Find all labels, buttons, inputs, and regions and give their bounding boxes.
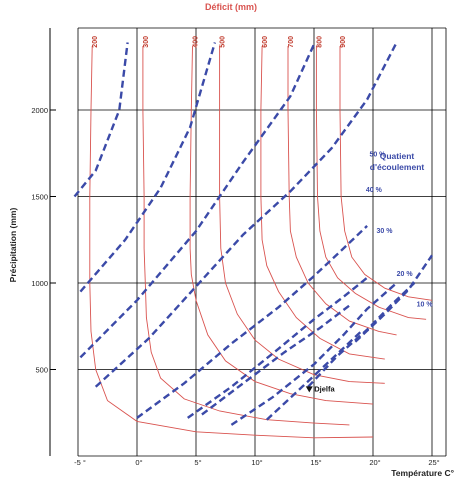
deficit-label-600: 600 [262,36,269,48]
deficit-label-700: 700 [288,36,295,48]
x-tick-label: -5 ° [74,458,86,467]
runoff-label: 50 % [369,152,386,159]
y-tick-label: 1000 [31,279,48,288]
runoff-label: 40 % [366,187,383,194]
runoff-line-4 [136,225,368,419]
runoff-label: 30 % [377,228,394,235]
runoff-line-2 [79,43,316,359]
runoff-quotient-label: Quatient d'écoulement [369,151,425,172]
runoff-line-10 [354,254,433,343]
axes [49,28,56,456]
station-label: Djelfa [314,384,335,393]
y-tick-label: 1500 [31,193,48,202]
deficit-line-900 [339,46,433,301]
deficit-label-300: 300 [143,36,150,48]
runoff-line-0 [73,42,129,198]
deficit-label-800: 800 [316,36,323,48]
deficit-label-900: 900 [340,36,347,48]
runoff-line-1 [79,42,217,293]
runoff-line-7 [230,282,398,426]
x-tick-label: 0° [135,458,142,467]
runoff-line-5 [187,276,368,419]
runoff-lines [73,41,433,426]
deficit-line-500 [219,46,385,384]
x-axis-label: Température C° [391,468,454,478]
y-axis-label: Précipitation (mm) [8,207,18,283]
runoff-label: 10 % [417,301,434,308]
deficit-line-600 [260,45,385,360]
plot-area [78,28,446,456]
station-marker-icon [305,386,313,393]
deficit-line-400 [189,45,374,405]
deficit-line-700 [287,46,397,336]
x-tick-label: 10° [251,458,262,467]
deficit-label-200: 200 [92,36,99,48]
deficit-line-200 [89,45,374,439]
runoff-line-8 [265,330,363,421]
x-tick-label: 20° [369,458,380,467]
y-tick-label: 500 [35,366,48,375]
labels: -5 ° 0° 5° 10° 15° 20° 25° 500 1000 1500 2000 200 30… [31,36,439,467]
deficit-title: Déficit (mm) [204,2,257,12]
deficit-label-400: 400 [192,36,199,48]
deficit-label-500: 500 [220,36,227,48]
runoff-line-3 [94,41,398,388]
deficit-line-800 [315,46,427,320]
runoff-label: 20 % [397,271,414,278]
x-tick-label: 15° [310,458,321,467]
runoff-line-6 [201,304,351,416]
deficit-lines [89,45,433,439]
x-tick-label: 25° [428,458,439,467]
x-tick-label: 5° [194,458,201,467]
y-tick-label: 2000 [31,106,48,115]
grid [77,27,447,457]
